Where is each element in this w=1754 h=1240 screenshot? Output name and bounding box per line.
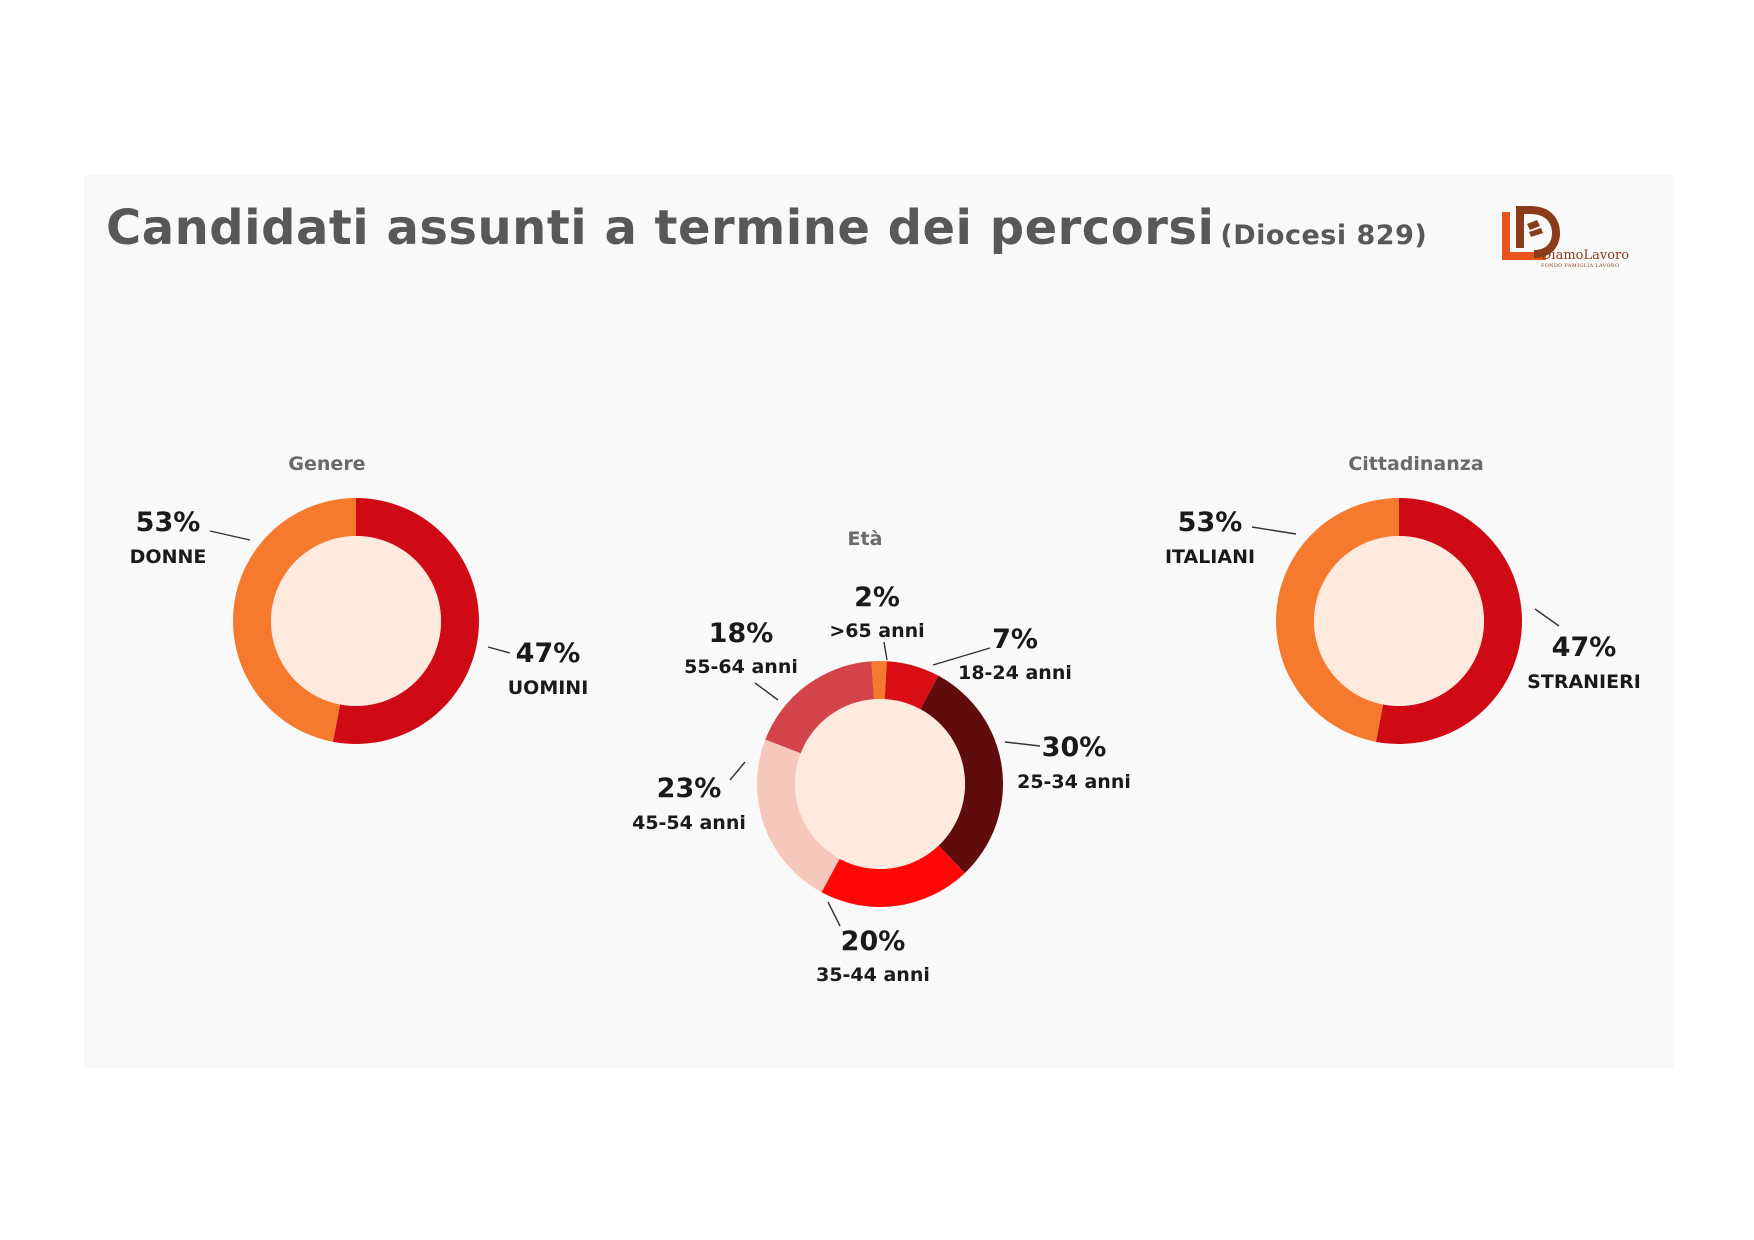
- category-label-genere-1: UOMINI: [508, 677, 589, 699]
- category-label-cittadinanza-1: STRANIERI: [1527, 671, 1641, 693]
- slice-eta-3: [821, 845, 965, 907]
- donut-center-eta: [795, 699, 965, 869]
- slice-cittadinanza-1: [1275, 498, 1399, 742]
- leader-line-eta-0: [883, 641, 888, 661]
- category-label-cittadinanza-0: ITALIANI: [1165, 546, 1255, 568]
- diamolavoro-logo: [1502, 206, 1560, 260]
- data-label-eta-3: 20%: [841, 926, 906, 957]
- slice-eta-5: [765, 661, 875, 754]
- chart-title-eta: Età: [848, 528, 883, 550]
- slice-genere-1: [232, 498, 356, 742]
- category-label-eta-0: >65 anni: [829, 620, 924, 642]
- data-label-genere-0: 53%: [136, 507, 201, 538]
- category-label-genere-0: DONNE: [130, 546, 207, 568]
- donut-center-cittadinanza: [1314, 536, 1484, 706]
- leader-line-cittadinanza-0: [1251, 526, 1297, 535]
- donut-center-genere: [271, 536, 441, 706]
- donut-chart-eta: Età 2% >65 anni 7% 18-24 anni 30% 25-34 anni 20…: [632, 528, 1131, 986]
- chart-title-cittadinanza: Cittadinanza: [1348, 453, 1483, 475]
- chart-title-genere: Genere: [288, 453, 365, 475]
- data-label-cittadinanza-1: 47%: [1552, 632, 1617, 663]
- page-subtitle: (Diocesi 829): [1220, 220, 1428, 251]
- logo-tagline: FONDO FAMIGLIA LAVORO: [1541, 263, 1620, 269]
- leader-line-eta-5: [754, 682, 779, 701]
- leader-line-eta-3: [827, 901, 841, 927]
- data-label-eta-5: 18%: [709, 618, 774, 649]
- logo-name: DiamoLavoro: [1541, 248, 1630, 263]
- donut-chart-cittadinanza: Cittadinanza 53% ITALIANI 47% STRANIERI: [1165, 453, 1641, 744]
- data-label-genere-1: 47%: [516, 638, 581, 669]
- leader-line-eta-2: [1004, 741, 1041, 747]
- slice-eta-4: [756, 739, 840, 893]
- category-label-eta-5: 55-64 anni: [684, 656, 798, 678]
- donut-chart-genere: Genere 53% DONNE 47% UOMINI: [130, 453, 589, 744]
- slice-cittadinanza-0: [1375, 498, 1522, 744]
- category-label-eta-2: 25-34 anni: [1017, 771, 1131, 793]
- data-label-cittadinanza-0: 53%: [1178, 507, 1243, 538]
- page-title: Candidati assunti a termine dei percorsi…: [106, 200, 1428, 256]
- data-label-eta-1: 7%: [992, 624, 1038, 655]
- leader-line-eta-4: [729, 761, 746, 781]
- leader-line-genere-1: [487, 646, 511, 654]
- data-label-eta-4: 23%: [657, 773, 722, 804]
- leader-line-cittadinanza-1: [1534, 608, 1560, 627]
- category-label-eta-1: 18-24 anni: [958, 662, 1072, 684]
- data-label-eta-0: 2%: [854, 582, 900, 613]
- slice-eta-0: [871, 661, 887, 700]
- slice-genere-0: [332, 498, 479, 744]
- category-label-eta-3: 35-44 anni: [816, 964, 930, 986]
- slice-eta-1: [884, 661, 939, 710]
- leader-line-eta-1: [932, 647, 991, 666]
- data-label-eta-2: 30%: [1042, 732, 1107, 763]
- category-label-eta-4: 45-54 anni: [632, 812, 746, 834]
- leader-line-genere-0: [209, 530, 251, 541]
- slice-eta-2: [920, 675, 1003, 874]
